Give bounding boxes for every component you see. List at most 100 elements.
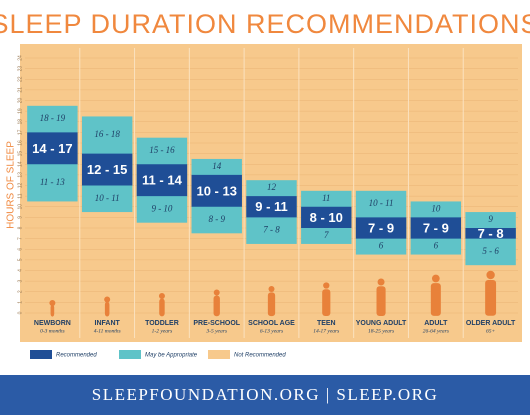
silhouette-head	[377, 278, 385, 286]
age-label: 3-5 years	[205, 328, 227, 334]
y-tick-label: 18	[17, 119, 23, 125]
may-be-appropriate-label: 10 - 11	[95, 193, 120, 203]
y-tick-label: 4	[17, 269, 23, 272]
category-label: ADULT	[424, 320, 448, 327]
category-label: YOUNG ADULT	[356, 320, 407, 327]
silhouette-body	[104, 301, 110, 317]
silhouette-body	[430, 283, 441, 316]
recommended-label: 7 - 9	[423, 220, 449, 235]
silhouette-head	[49, 300, 56, 306]
legend-label: May be Appropriate	[145, 353, 198, 359]
age-label: 18-25 years	[368, 328, 394, 334]
legend-swatch	[30, 350, 52, 359]
may-be-appropriate-label: 15 - 16	[149, 145, 175, 155]
may-be-appropriate-label: 5 - 6	[482, 246, 499, 256]
legend-label: Recommended	[56, 353, 97, 359]
may-be-appropriate-label: 11 - 13	[40, 177, 65, 187]
may-be-appropriate-label: 7	[324, 230, 329, 240]
y-tick-label: 6	[17, 248, 23, 251]
recommended-bar	[191, 174, 242, 207]
age-label: 6-13 years	[260, 328, 283, 334]
y-tick-label: 3	[17, 280, 23, 283]
silhouette-head	[104, 296, 111, 303]
y-tick-label: 10	[17, 204, 23, 210]
may-be-appropriate-label: 12	[267, 182, 277, 192]
age-label: 26-64 years	[423, 327, 449, 334]
silhouette-head	[431, 274, 440, 283]
may-be-appropriate-label: 14	[212, 161, 222, 171]
legend-swatch	[119, 350, 141, 359]
y-tick-label: 9	[17, 216, 23, 219]
recommended-bar	[27, 132, 78, 165]
may-be-appropriate-label: 9	[488, 214, 493, 224]
y-tick-label: 0	[17, 311, 23, 314]
y-tick-label: 14	[17, 161, 23, 167]
may-be-appropriate-label: 7 - 8	[263, 225, 280, 235]
age-label: 14-17 years	[313, 327, 339, 334]
category-label: NEWBORN	[34, 320, 71, 327]
may-be-appropriate-label: 6	[379, 241, 384, 251]
recommended-bar	[246, 196, 297, 218]
silhouette-body	[376, 286, 386, 316]
age-label: 0-3 months	[40, 328, 65, 334]
category-label: OLDER ADULT	[466, 320, 516, 327]
y-tick-label: 22	[17, 76, 23, 82]
y-tick-label: 11	[17, 193, 23, 198]
recommended-label: 12 - 15	[87, 162, 127, 177]
silhouette-head	[268, 286, 275, 292]
y-tick-label: 13	[17, 172, 23, 178]
recommended-label: 11 - 14	[142, 173, 183, 188]
silhouette-body	[267, 292, 276, 317]
y-tick-label: 7	[17, 237, 23, 240]
y-tick-label: 24	[17, 55, 23, 61]
legend-label: Not Recommended	[234, 353, 286, 359]
y-tick-label: 17	[17, 129, 23, 135]
silhouette-head	[213, 289, 220, 296]
may-be-appropriate-label: 18 - 19	[40, 113, 66, 123]
recommended-bar	[136, 164, 188, 197]
silhouette-body	[485, 280, 497, 316]
may-be-appropriate-label: 8 - 9	[208, 214, 225, 224]
recommended-bar	[465, 228, 516, 239]
silhouette-head	[158, 293, 165, 299]
may-be-appropriate-label: 16 - 18	[94, 129, 120, 139]
y-tick-label: 8	[17, 226, 23, 229]
legend-swatch	[208, 350, 230, 359]
chart-title: SLEEP DURATION RECOMMENDATIONS	[0, 9, 530, 39]
y-tick-label: 20	[17, 98, 23, 104]
y-tick-label: 12	[17, 183, 23, 189]
recommended-label: 10 - 13	[196, 183, 236, 198]
recommended-bar	[410, 217, 462, 239]
age-label: 1-2 years	[152, 328, 173, 334]
recommended-label: 7 - 8	[478, 226, 504, 241]
category-label: TODDLER	[145, 320, 179, 327]
y-tick-label: 1	[17, 301, 23, 304]
y-tick-label: 19	[17, 108, 23, 114]
silhouette-body	[322, 289, 331, 317]
silhouette-body	[213, 295, 220, 317]
may-be-appropriate-label: 9 - 10	[151, 203, 172, 213]
legend-background	[20, 342, 522, 367]
recommended-label: 7 - 9	[368, 220, 394, 235]
footer-band	[0, 375, 530, 415]
category-label: TEEN	[317, 320, 336, 327]
may-be-appropriate-label: 11	[322, 193, 330, 203]
y-tick-label: 5	[17, 258, 23, 261]
y-tick-label: 23	[17, 66, 23, 72]
may-be-appropriate-label: 10 - 11	[369, 198, 394, 208]
silhouette-head	[486, 270, 495, 280]
category-label: PRE-SCHOOL	[193, 320, 240, 327]
silhouette-body	[50, 304, 55, 317]
category-label: SCHOOL AGE	[248, 320, 295, 327]
recommended-bar	[301, 206, 352, 228]
y-tick-label: 15	[17, 151, 23, 157]
y-axis-label: HOURS OF SLEEP	[6, 141, 17, 229]
may-be-appropriate-label: 10	[431, 203, 441, 213]
recommended-label: 9 - 11	[255, 199, 288, 214]
category-label: INFANT	[95, 320, 121, 327]
age-label: 65+	[486, 328, 496, 334]
footer-text: SLEEPFOUNDATION.ORG | SLEEP.ORG	[92, 385, 438, 404]
age-label: 4-11 months	[94, 327, 121, 334]
silhouette-body	[159, 298, 165, 317]
